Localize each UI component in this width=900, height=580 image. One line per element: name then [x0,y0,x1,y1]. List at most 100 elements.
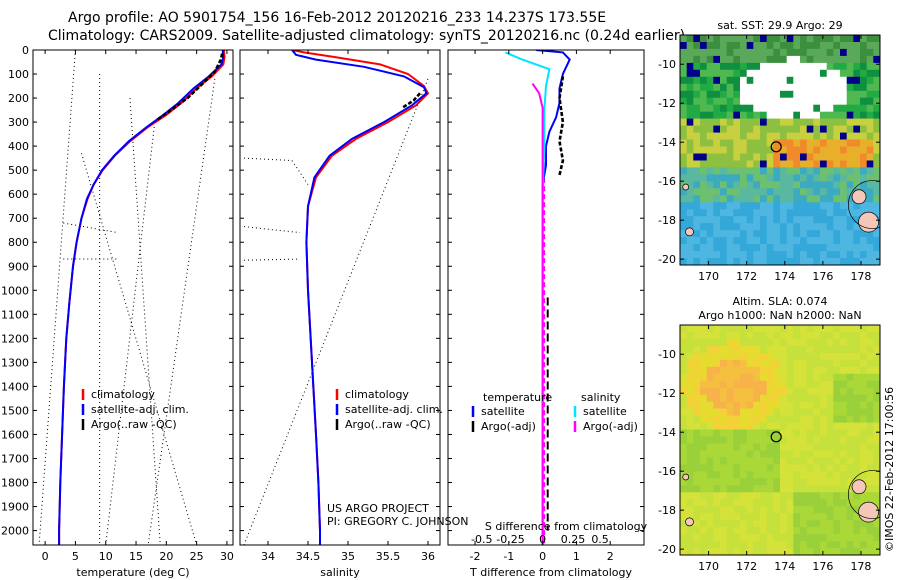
map-cell [853,352,861,361]
map-cell [820,62,828,71]
map-cell [840,174,848,182]
map-cell [693,527,701,535]
map-cell [833,422,841,431]
map-cell [820,104,828,113]
map-cell [760,345,768,354]
map-cell [833,216,841,224]
map-cell [680,401,688,410]
map-cell [853,174,861,182]
map-cell [860,352,868,361]
map-cell [873,202,880,210]
map-cell [766,408,774,417]
map-cell [686,527,694,535]
map-cell [713,167,721,175]
map-cell [686,422,694,431]
map-cell [700,202,708,210]
map-cell [753,118,761,127]
map-cell [826,209,834,217]
map-cell [706,216,714,224]
map-cell [693,223,701,231]
map-cell [760,258,768,265]
map-cell [820,125,828,134]
map-cell [720,366,728,375]
map-cell [766,415,774,424]
map-cell [700,48,708,57]
map-cell [786,527,794,535]
map-cell [686,387,694,396]
map-cell [686,548,694,555]
map-cell [733,422,741,431]
map-cell [833,97,841,106]
map-cell [853,520,861,528]
map-cell [773,436,781,445]
map-cell [700,492,708,500]
map-cell [766,202,774,210]
map-cell [760,216,768,224]
map-cell [873,366,880,375]
map-cell [700,230,708,238]
map-cell [766,401,774,410]
map-cell [700,401,708,410]
map-cell [806,69,814,78]
map-cell [786,332,794,340]
map-cell [740,457,748,465]
map-cell [806,42,814,50]
map-cell [726,125,734,134]
map-cell [706,359,714,368]
map-cell [713,345,721,354]
map-cell [846,499,854,507]
map-cell [786,429,794,438]
map-cell [706,485,714,493]
map-cell [780,387,788,396]
map-cell [720,352,728,361]
map-cell [713,541,721,549]
map-cell [833,76,841,85]
map-cell [760,443,768,452]
map-cell [806,415,814,424]
map-cell [773,325,781,333]
map-cell [806,118,814,127]
map-cell [813,181,821,189]
map-cell [793,520,801,528]
map-cell [760,62,768,71]
map-cell [693,394,701,403]
map-cell [740,195,748,203]
map-cell [866,42,874,50]
map-cell [840,69,848,78]
map-cell [773,181,781,189]
map-cell [693,492,701,500]
map-cell [680,202,688,210]
map-cell [733,499,741,507]
island-shape [851,479,867,495]
map-cell [693,209,701,217]
map-cell [706,244,714,252]
map-cell [840,160,848,169]
map-cell [873,118,880,127]
map-cell [840,513,848,521]
map-cell [866,62,874,71]
map-cell [740,76,748,85]
map-cell [813,139,821,148]
map-cell [773,139,781,148]
map-cell [720,492,728,500]
map-cell [726,380,734,389]
map-cell [800,251,808,259]
map-cell [846,345,854,354]
map-cell [786,160,794,169]
map-cell [853,415,861,424]
x-tick-label: 0 [539,550,546,563]
map-cell [840,167,848,175]
map-cell [700,258,708,265]
map-cell [786,548,794,555]
map-cell [860,90,868,99]
map-cell [860,35,868,43]
map-cell [800,125,808,134]
map-cell [773,237,781,245]
map-cell [793,153,801,162]
map-cell [713,195,721,203]
map-cell [820,506,828,514]
map-cell [726,146,734,155]
map-cell [806,76,814,85]
map-cell [773,408,781,417]
map-cell [713,174,721,182]
